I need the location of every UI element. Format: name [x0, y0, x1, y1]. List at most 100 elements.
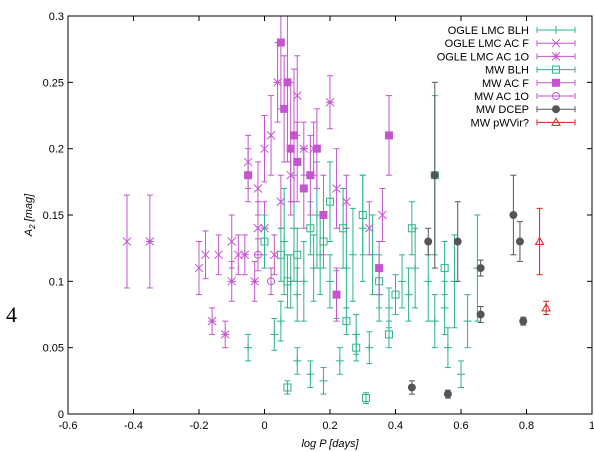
data-point — [227, 276, 237, 286]
y-axis-title: A2 [mag] — [23, 193, 37, 237]
data-point — [299, 184, 308, 193]
legend-marker — [551, 52, 561, 61]
data-point — [319, 211, 328, 219]
y-tick-label: 0.1 — [49, 276, 64, 288]
series-2 — [145, 42, 335, 349]
data-point — [253, 223, 263, 233]
data-point — [362, 394, 371, 403]
data-point — [283, 277, 292, 286]
y-tick-label: 0.05 — [43, 343, 64, 355]
x-tick-label: -0.6 — [59, 420, 78, 432]
data-point — [440, 264, 449, 273]
series-1 — [122, 55, 387, 296]
y-tick-label: 0.25 — [43, 77, 64, 89]
legend-label: OGLE LMC AC 1O — [437, 51, 530, 63]
legend-label: OGLE LMC BLH — [448, 25, 529, 37]
data-point — [201, 250, 210, 260]
data-point — [325, 97, 335, 107]
legend-label: OGLE LMC AC F — [445, 38, 530, 50]
data-point — [365, 343, 374, 352]
legend-marker — [551, 38, 561, 48]
legend-label: MW BLH — [485, 65, 529, 77]
data-point — [289, 131, 298, 140]
y-axis-title-main: A — [23, 229, 35, 237]
y-tick-label: 0.3 — [49, 11, 64, 23]
data-point — [332, 184, 341, 193]
data-point — [280, 104, 289, 113]
data-point — [453, 237, 462, 246]
data-point — [122, 237, 132, 246]
data-point — [276, 250, 285, 259]
data-point — [273, 77, 282, 87]
data-point — [250, 276, 260, 286]
x-tick-label: -0.4 — [124, 420, 143, 432]
data-point — [253, 250, 262, 259]
data-point — [407, 224, 416, 233]
y-tick-label: 0 — [58, 409, 64, 421]
data-point — [391, 290, 400, 299]
y-tick-label: 0.2 — [49, 144, 64, 156]
data-point — [253, 184, 263, 193]
data-point — [407, 383, 416, 392]
data-point — [476, 310, 485, 319]
page-number-label: 4 — [6, 302, 17, 327]
y-axis-title-sub: 2 — [28, 224, 37, 230]
data-point — [276, 38, 285, 47]
data-point — [293, 250, 302, 259]
x-tick-label: 0.2 — [322, 420, 337, 432]
data-point — [227, 237, 237, 246]
data-point — [267, 277, 276, 286]
series-5 — [253, 238, 276, 296]
plot-marks — [122, 16, 552, 404]
data-point — [233, 250, 243, 260]
legend-label: MW DCEP — [476, 104, 529, 116]
data-point — [194, 263, 204, 273]
data-point — [384, 131, 393, 140]
data-point — [293, 157, 302, 166]
data-point — [375, 264, 384, 273]
x-axis-title: log P [days] — [301, 438, 359, 450]
data-point — [424, 237, 433, 246]
legend-marker — [552, 78, 560, 87]
data-point — [335, 356, 344, 365]
data-point — [266, 131, 276, 140]
data-point — [283, 383, 292, 392]
data-point — [292, 91, 302, 100]
legend-label: MW AC F — [482, 78, 529, 90]
legend-label: MW pWVir? — [471, 117, 529, 129]
x-tick-label: 0 — [261, 420, 267, 432]
data-point — [260, 144, 269, 154]
legend-marker — [551, 117, 561, 126]
data-point — [348, 250, 357, 259]
data-point — [440, 303, 449, 312]
data-point — [398, 277, 407, 286]
data-point — [541, 302, 552, 312]
data-point — [339, 224, 348, 233]
x-axis: -0.6 -0.4 -0.2 0 0.2 0.4 0.6 0.8 1 — [59, 16, 594, 432]
data-point — [270, 330, 279, 339]
data-point — [280, 237, 289, 246]
x-tick-label: 0.4 — [388, 420, 403, 432]
legend-marker — [552, 26, 560, 34]
data-point — [352, 343, 361, 352]
data-point — [306, 370, 315, 379]
data-point — [509, 211, 518, 219]
legend-marker — [552, 65, 560, 74]
data-point — [319, 376, 328, 385]
data-point — [240, 250, 250, 260]
data-point — [306, 224, 315, 233]
data-point — [358, 211, 367, 219]
data-point — [220, 330, 230, 339]
x-tick-label: -0.2 — [190, 420, 209, 432]
x-tick-label: 0.8 — [519, 420, 534, 432]
data-point — [207, 316, 217, 326]
data-point — [430, 317, 439, 326]
data-point — [463, 317, 472, 326]
data-point — [404, 290, 413, 299]
data-point — [534, 236, 545, 246]
data-point — [515, 237, 524, 246]
x-tick-label: 0.6 — [453, 420, 468, 432]
data-point — [293, 356, 302, 365]
